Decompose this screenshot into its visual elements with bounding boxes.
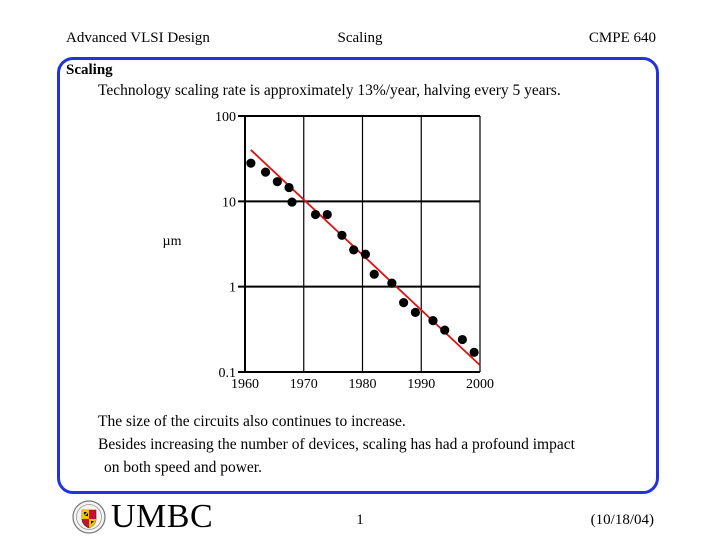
data-point bbox=[322, 209, 332, 220]
data-point bbox=[440, 325, 450, 335]
data-point bbox=[310, 209, 321, 220]
y-tick-label: 0.1 bbox=[219, 366, 237, 381]
y-tick-label: 1 bbox=[229, 281, 236, 296]
umbc-wordmark: UMBC bbox=[111, 498, 214, 535]
data-point bbox=[246, 158, 256, 168]
x-tick-label: 2000 bbox=[466, 377, 494, 392]
x-tick-label: 1970 bbox=[290, 377, 318, 392]
x-tick-label: 1990 bbox=[407, 377, 435, 392]
data-point bbox=[284, 182, 294, 193]
slide-frame bbox=[57, 57, 659, 494]
umbc-logo: UMBC bbox=[72, 500, 213, 534]
data-point bbox=[469, 347, 479, 357]
page-number: 1 bbox=[356, 512, 364, 528]
x-tick-label: 1980 bbox=[349, 377, 377, 392]
data-point bbox=[387, 278, 397, 288]
slide-subtitle: Technology scaling rate is approximately… bbox=[98, 82, 561, 99]
y-axis-label: µm bbox=[163, 234, 182, 249]
data-point bbox=[369, 269, 379, 279]
header-topic: Scaling bbox=[337, 30, 383, 46]
x-tick-label: 1960 bbox=[231, 377, 259, 392]
data-point bbox=[360, 249, 371, 259]
data-point bbox=[428, 316, 438, 326]
data-point bbox=[399, 298, 409, 308]
y-tick-label: 100 bbox=[215, 110, 236, 125]
paragraph-3: on both speed and power. bbox=[104, 459, 262, 476]
slide-date: (10/18/04) bbox=[590, 512, 654, 528]
header-course: Advanced VLSI Design bbox=[66, 30, 210, 46]
paragraph-2: Besides increasing the number of devices… bbox=[98, 436, 575, 453]
data-point bbox=[260, 167, 271, 177]
university-seal-icon bbox=[72, 500, 106, 534]
data-point bbox=[287, 197, 297, 207]
slide-title: Scaling bbox=[66, 62, 113, 78]
paragraph-1: The size of the circuits also continues … bbox=[98, 413, 406, 430]
data-point bbox=[272, 177, 282, 187]
data-point bbox=[337, 230, 347, 240]
data-point bbox=[349, 245, 359, 255]
data-point bbox=[410, 307, 420, 317]
data-point bbox=[457, 334, 467, 345]
y-tick-label: 10 bbox=[222, 195, 236, 210]
header-course-code: CMPE 640 bbox=[588, 30, 656, 46]
